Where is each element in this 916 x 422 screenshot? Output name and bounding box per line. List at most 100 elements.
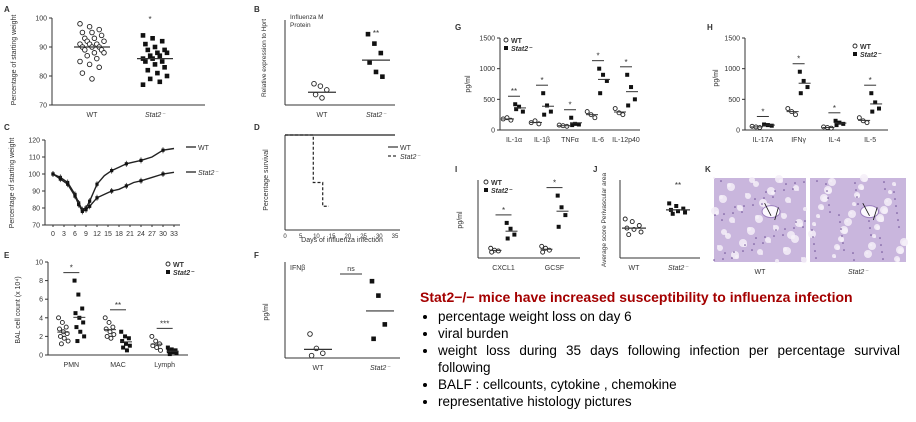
panel-d-survival-line [285,134,329,207]
panel-k-nucleus [732,212,734,214]
panel-g-point-ko [597,66,602,71]
panel-b-point [324,87,330,93]
panel-f-point [308,352,315,359]
panel-letter: D [254,123,260,132]
panel-a-point [162,65,167,70]
panel-k-airspace [783,247,787,251]
panel-c-point [80,209,84,213]
summary-text-block: Stat2−/− mice have increased susceptibil… [420,288,900,410]
panel-f-x-label: WT [313,365,325,372]
panel-g-point-wt [584,109,590,115]
panel-j-point [670,211,675,216]
panel-a-y-tick-label: 100 [35,16,47,23]
panel-h-point-ko [870,109,875,114]
panel-g-category-label: TNFα [561,137,579,144]
panel-g-category-label: IL-6 [592,137,604,144]
panel-k-airspace [836,246,840,250]
panel-k-nucleus [741,211,743,213]
panel-k-nucleus [803,181,805,183]
panel-a-point [147,53,153,58]
panel-g-point-ko [601,72,606,77]
panel-a-point [140,33,146,38]
panel-h-significance: * [761,107,764,116]
panel-c-x-tick-label: 24 [137,231,145,238]
panel-i-point-ko [504,220,509,225]
panel-g-point-ko [604,78,609,83]
panel-e-point-wt [102,315,108,321]
panel-c-point [51,172,55,176]
panel-a-point [152,62,158,67]
panel-a-point [157,53,163,58]
panel-a-point [82,47,88,53]
panel-h-point-wt [864,120,870,126]
panel-c-x-tick-label: 12 [93,231,101,238]
panel-c-point [88,199,92,203]
panel-g-point-ko [570,123,575,128]
panel-h-point-wt [828,125,834,131]
panel-k-airspace [882,208,888,214]
panel-k-nucleus [763,197,765,199]
panel-k-nucleus [713,259,715,261]
panel-b-point [365,31,371,37]
panel-g-point-wt [556,122,562,128]
panel-h-point-wt [821,124,827,130]
panel-h-legend-label: WT [860,44,872,51]
panel-e-point-ko [121,345,126,350]
panel-e-point-wt [58,333,63,339]
summary-bullet: percentage weight loss on day 6 [438,308,900,325]
panel-letter: H [707,23,713,32]
panel-j-point [629,219,635,225]
panel-a-y-tick-label: 90 [39,45,47,52]
panel-c-point [124,162,128,166]
panel-i-point-ko [512,232,517,237]
panel-b-ylabel: Relative expression to Hprt [261,19,268,97]
panel-k-airspace [864,250,872,258]
panel-e-point-wt [107,329,113,335]
panel-i-legend-label: WT [491,180,503,187]
panel-b-point [373,69,379,75]
panel-k-arrow [862,203,870,216]
panel-letter: G [455,23,461,32]
panel-letter: A [4,5,10,14]
panel-b-point [367,60,372,65]
panel-c-x-tick-label: 27 [148,231,156,238]
panel-e-point-wt [58,341,64,347]
panel-letter: E [4,251,10,260]
panel-a-point [143,41,148,47]
panel-h-point-wt [785,106,791,111]
panel-k-nucleus [722,258,724,260]
panel-k-nucleus [842,242,844,244]
panel-k-nucleus [857,203,859,205]
panel-d-x-tick-label: 20 [345,234,352,240]
panel-k-airspace [755,215,759,219]
panel-g-legend-marker [503,37,509,43]
panel-k-nucleus [814,250,816,252]
panel-a-point [159,38,165,44]
panel-letter: I [455,165,457,174]
panel-g-point-wt [616,110,622,116]
panel-g-point-ko [626,103,631,108]
panel-e-point-wt [57,326,62,332]
panel-j-point [676,209,680,214]
panel-letter: K [705,165,711,174]
panel-k-nucleus [811,229,813,231]
panel-d-x-tick-label: 25 [360,234,367,240]
panel-i-point-ko [563,213,568,218]
panel-k-vessel [860,205,880,219]
panel-g-legend-label: WT [511,38,523,45]
panel-k-nucleus [743,205,745,207]
panel-c-legend-label: WT [198,145,210,152]
panel-a-point [164,73,170,79]
panel-h-point-ko [833,118,838,123]
panel-h-legend-marker [852,43,858,49]
panel-g-point-ko [514,107,519,112]
panel-k-airspace [727,183,731,187]
panel-k-airspace [898,248,904,254]
panel-g-point-ko [513,102,518,107]
panel-i-significance: * [553,179,556,188]
panel-c-x-tick-label: 3 [62,231,66,238]
panel-k-airspace [717,245,719,247]
panel-k-airspace [787,231,795,239]
panel-h-y-tick-label: 1000 [724,66,740,73]
panel-k-nucleus [881,251,883,253]
